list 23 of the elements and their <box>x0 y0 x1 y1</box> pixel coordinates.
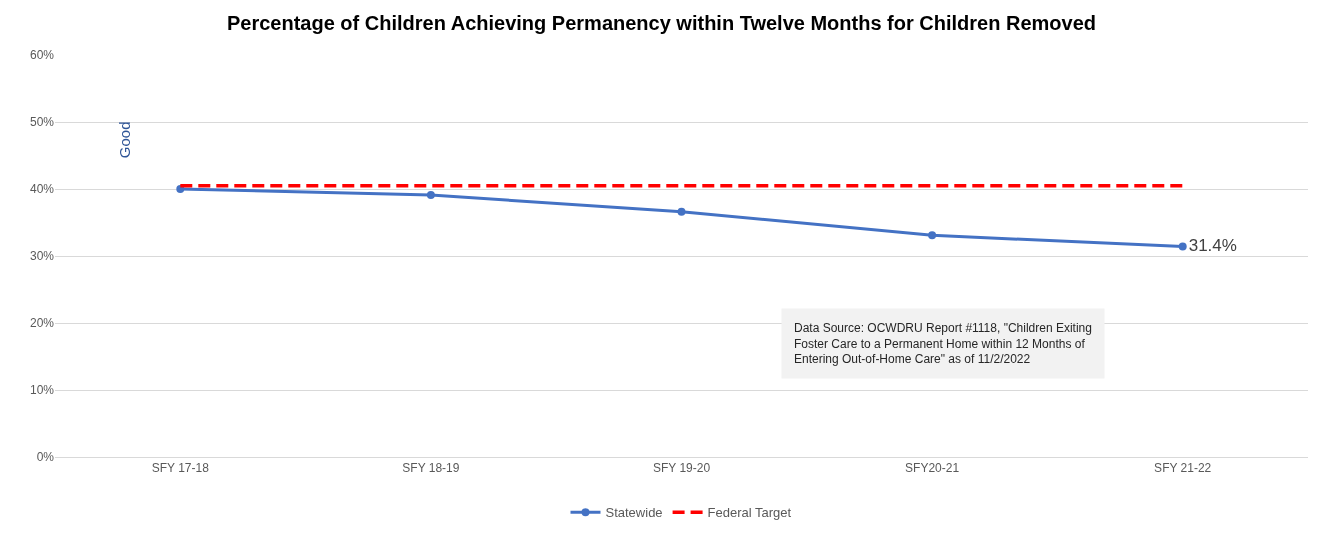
point <box>176 185 185 193</box>
x-tick-label: SFY 17-18 <box>151 461 210 476</box>
x-tick-label: SFY 19-20 <box>652 461 711 476</box>
y-tick-label: 50% <box>29 115 55 130</box>
y-tick-label: 0% <box>36 450 55 465</box>
data-label: 31.4% <box>1188 235 1237 255</box>
x-tick-label: SFY 21-22 <box>1154 461 1212 476</box>
legend-label: Federal Target <box>707 505 792 521</box>
y-tick-label: 60% <box>29 48 55 63</box>
point <box>1178 242 1187 251</box>
y-tick-label: 30% <box>29 249 55 264</box>
point <box>677 207 686 216</box>
legend-label: Statewide <box>605 505 663 521</box>
annotation: Good <box>115 121 133 159</box>
chart-title: Percentage of Children Achieving Permanency within Twelve Months for Children Removed <box>226 12 1097 35</box>
x-tick-label: SFY20-21 <box>905 461 960 476</box>
y-tick-label: 40% <box>29 182 55 197</box>
point <box>426 191 435 200</box>
x-tick-label: SFY 18-19 <box>402 461 460 476</box>
y-tick-label: 10% <box>29 383 55 398</box>
point <box>928 231 937 240</box>
annotation: Data Source: OCWDRU Report #1118, "Children Exiting Foster Care to a Permanent Home within 12 Months of Entering Out-of-Home Care" as of 11/2/2022 <box>794 321 1092 367</box>
y-tick-label: 20% <box>29 316 55 331</box>
